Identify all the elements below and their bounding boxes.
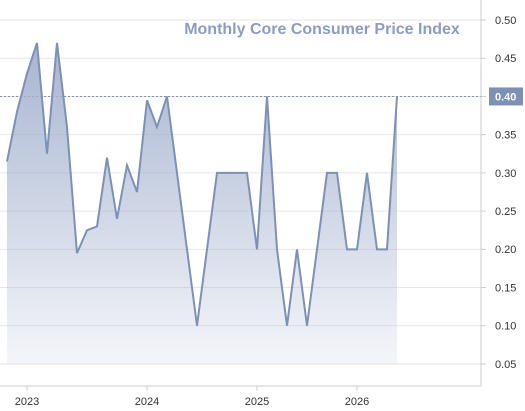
y-tick-label: 0.15 — [495, 282, 516, 294]
y-tick-label: 0.40 — [495, 91, 516, 103]
y-tick-label: 0.20 — [495, 244, 516, 256]
area — [7, 42, 397, 364]
y-tick-label: 0.05 — [495, 359, 516, 371]
x-tick-label: 2024 — [135, 396, 159, 408]
y-tick-label: 0.25 — [495, 206, 516, 218]
current-value-badge — [489, 87, 523, 106]
y-tick-label: 0.30 — [495, 168, 516, 180]
chart-title: Monthly Core Consumer Price Index — [184, 21, 460, 38]
y-tick-label: 0.45 — [495, 53, 516, 65]
y-tick-label: 0.35 — [495, 130, 516, 142]
x-tick-label: 2025 — [245, 396, 269, 408]
y-tick-label: 0.10 — [495, 321, 516, 333]
x-tick-label: 2026 — [345, 396, 369, 408]
line — [6, 42, 398, 326]
x-tick-label: 2023 — [15, 396, 39, 408]
y-tick-label: 0.50 — [495, 15, 516, 27]
